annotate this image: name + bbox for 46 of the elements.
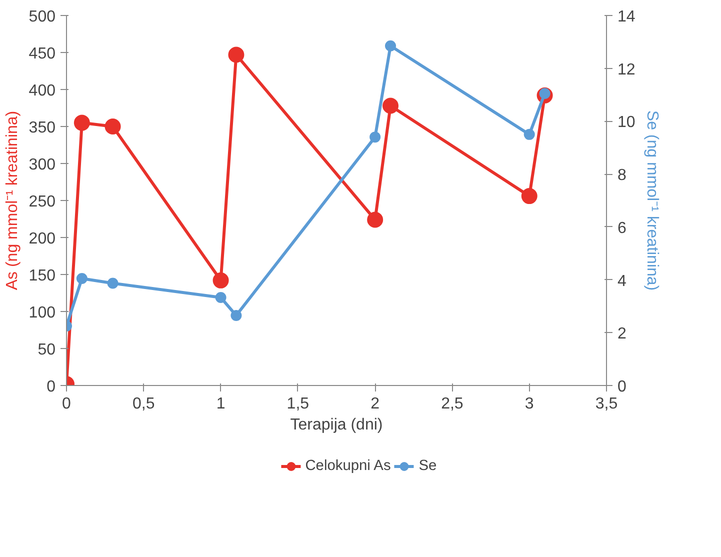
point <box>107 278 118 289</box>
y-tick-label: 350 <box>28 120 56 136</box>
y-tick-label: 250 <box>28 194 56 210</box>
x-tick-label: 3,5 <box>595 396 618 412</box>
y-tick-label: 50 <box>38 342 56 358</box>
point <box>521 188 538 204</box>
y-tick-label: 300 <box>28 156 56 174</box>
x-tick-label: 0 <box>62 396 72 412</box>
point <box>385 40 396 52</box>
x-tick-label: 2,5 <box>441 396 464 412</box>
y2-tick-label: 10 <box>618 114 636 132</box>
point <box>228 46 244 63</box>
x-axis-title: Terapija (dni) <box>290 416 383 434</box>
x-tick-label: 1 <box>216 396 226 412</box>
x-tick-label: 2 <box>370 396 380 412</box>
point <box>370 132 381 143</box>
point <box>212 272 229 288</box>
y-tick-label: 400 <box>28 82 56 100</box>
y2-tick-label: 8 <box>618 167 626 184</box>
legend-label: Se <box>418 458 438 474</box>
y2-tick-label: 2 <box>618 326 626 343</box>
point <box>382 98 398 114</box>
y2-tick-label: 12 <box>618 61 636 78</box>
point <box>104 118 121 134</box>
y2-tick-label: 4 <box>618 272 626 290</box>
point <box>230 310 242 321</box>
y-tick-label: 150 <box>28 268 56 284</box>
x-tick-label: 1,5 <box>286 396 310 412</box>
y2-tick-label: 6 <box>618 220 626 237</box>
point <box>215 292 226 303</box>
point <box>524 128 535 140</box>
y-tick-label: 450 <box>28 46 56 62</box>
x-tick-label: 3 <box>524 396 534 412</box>
y-axis-title: As (ng mmol⁻¹ kreatinina) <box>4 110 21 290</box>
point <box>74 114 90 131</box>
point <box>76 272 88 284</box>
point <box>367 212 384 228</box>
y-tick-label: 200 <box>28 230 56 248</box>
legend-label: Celokupni As <box>305 458 391 474</box>
y-tick-label: 100 <box>28 304 56 322</box>
y2-axis-title: Se (ng mmol⁻¹ kreatinina) <box>643 110 660 291</box>
y-tick-label: 500 <box>28 8 56 26</box>
x-tick-label: 0,5 <box>132 396 155 412</box>
y-tick-label: 0 <box>46 378 56 396</box>
y2-tick-label: 14 <box>618 8 636 26</box>
y2-tick-label: 0 <box>618 378 626 396</box>
